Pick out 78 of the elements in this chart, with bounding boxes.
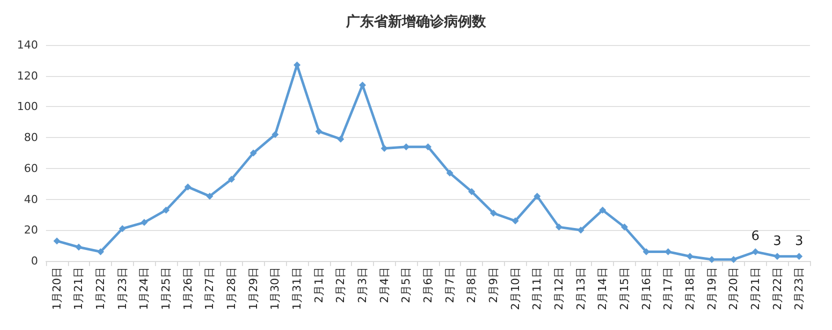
- x-tick-label: 1月27日: [203, 267, 216, 310]
- x-tick-label: 2月2日: [334, 267, 348, 303]
- y-tick-label: 60: [24, 162, 38, 175]
- x-tick-label: 2月11日: [530, 267, 544, 310]
- point: [402, 143, 410, 150]
- x-tick-label: 2月14日: [596, 267, 610, 310]
- y-tick-label: 40: [24, 192, 38, 206]
- point: [228, 176, 236, 183]
- data-label: 6: [751, 229, 760, 244]
- x-tick-label: 2月4日: [378, 267, 391, 303]
- data-label: 3: [794, 234, 804, 249]
- point: [796, 252, 803, 260]
- x-tick-label: 1月21日: [72, 267, 86, 310]
- point: [446, 170, 454, 177]
- x-tick-label: 2月10日: [508, 267, 522, 310]
- point: [620, 224, 628, 231]
- point: [468, 188, 476, 196]
- point: [490, 210, 497, 217]
- x-tick-label: 2月21日: [748, 267, 762, 310]
- x-tick-label: 1月23日: [116, 267, 129, 310]
- point: [53, 237, 60, 244]
- y-tick-label: 20: [24, 224, 38, 237]
- point: [337, 136, 344, 143]
- x-tick-label: 1月28日: [225, 267, 238, 310]
- point: [555, 224, 562, 231]
- point: [206, 192, 214, 200]
- x-tick-label: 2月7日: [443, 267, 456, 303]
- x-tick-label: 2月8日: [465, 267, 478, 303]
- point: [577, 226, 584, 234]
- x-tick-label: 2月20日: [727, 267, 740, 310]
- x-tick-label: 2月6日: [422, 267, 434, 303]
- point: [708, 256, 716, 263]
- y-tick-label: 0: [31, 254, 38, 268]
- x-tick-label: 2月19日: [705, 267, 718, 310]
- y-tick-label: 80: [24, 131, 38, 144]
- x-tick-label: 1月26日: [181, 267, 194, 310]
- x-tick-label: 1月29日: [246, 267, 260, 310]
- point: [162, 206, 170, 214]
- x-tick-label: 2月17日: [662, 267, 675, 310]
- point: [512, 217, 519, 224]
- point: [424, 143, 432, 150]
- point: [774, 252, 781, 260]
- x-tick-label: 2月15日: [618, 267, 631, 310]
- x-tick-label: 2月22日: [770, 267, 784, 310]
- point: [250, 150, 257, 156]
- point: [380, 144, 388, 152]
- x-tick-label: 2月9日: [486, 267, 500, 303]
- x-tick-label: 2月3日: [356, 267, 370, 303]
- x-tick-label: 1月20日: [50, 267, 64, 310]
- data-label: 3: [773, 234, 782, 249]
- y-tick-label: 100: [17, 100, 38, 114]
- x-tick-label: 2月18日: [683, 267, 696, 310]
- y-tick-label: 120: [17, 69, 38, 82]
- point: [97, 248, 104, 256]
- point: [140, 218, 148, 226]
- x-tick-label: 1月24日: [138, 267, 151, 310]
- x-tick-label: 2月12日: [552, 267, 566, 310]
- point: [184, 183, 192, 190]
- x-tick-label: 2月23日: [792, 267, 806, 310]
- x-tick-label: 2月13日: [574, 267, 588, 310]
- x-tick-label: 1月25日: [160, 267, 173, 310]
- x-tick-label: 1月30日: [268, 267, 282, 310]
- x-tick-label: 1月31日: [290, 267, 304, 310]
- x-tick-label: 2月1日: [312, 267, 326, 303]
- point: [752, 248, 759, 256]
- x-tick-label: 2月16日: [640, 267, 653, 310]
- point: [730, 256, 738, 263]
- x-tick-label: 1月22日: [94, 267, 108, 310]
- point: [118, 225, 126, 232]
- point: [272, 130, 279, 138]
- x-tick-label: 2月5日: [400, 267, 413, 303]
- chart-title: 广东省新增确诊病例数: [345, 13, 487, 30]
- point: [75, 244, 82, 251]
- point: [686, 252, 694, 260]
- point: [534, 192, 541, 200]
- point: [599, 206, 606, 214]
- point: [315, 128, 322, 135]
- y-tick-label: 140: [17, 38, 38, 52]
